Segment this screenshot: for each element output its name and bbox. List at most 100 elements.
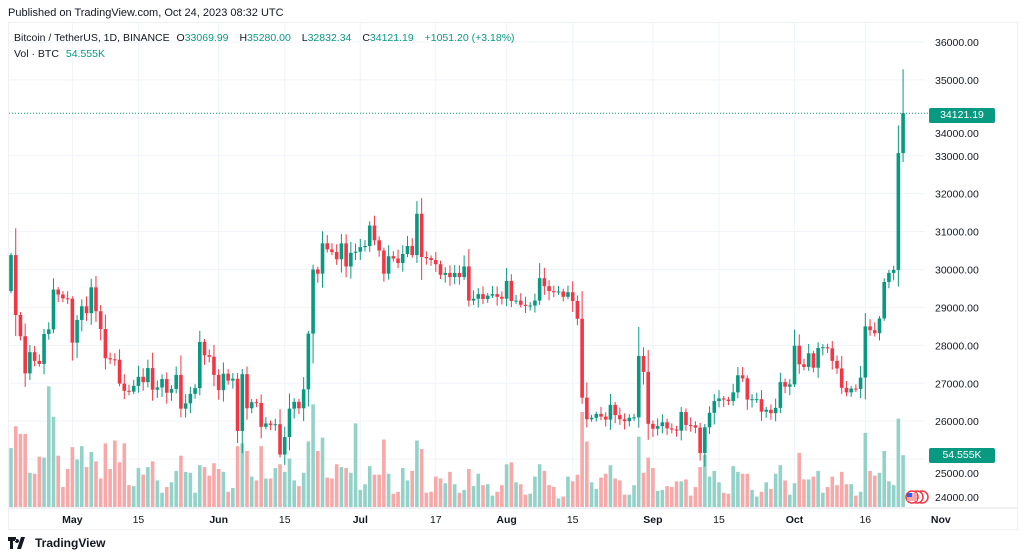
time-axis-label: 16 xyxy=(859,514,871,526)
volume-bar xyxy=(717,482,721,507)
candle-body xyxy=(844,387,849,393)
volume-bar xyxy=(806,479,811,507)
candle-body xyxy=(769,409,773,414)
candle-body xyxy=(542,278,547,287)
candle-body xyxy=(155,387,160,390)
volume-bar xyxy=(731,466,735,507)
candle-body xyxy=(117,359,122,384)
candle-body xyxy=(363,245,367,248)
volume-bar xyxy=(169,482,174,507)
candle-body xyxy=(471,298,476,301)
us-flag-canton-icon xyxy=(907,493,912,497)
volume-bar xyxy=(825,487,830,507)
change-value: +1051.20 (+3.18%) xyxy=(424,32,515,44)
candle-body xyxy=(353,251,358,253)
candle-body xyxy=(854,388,858,390)
candle-body xyxy=(297,401,301,409)
volume-bar xyxy=(245,450,249,507)
candle-body xyxy=(901,113,905,154)
candle-body xyxy=(731,392,735,402)
candle-body xyxy=(849,388,853,393)
volume-bar xyxy=(750,489,754,507)
candle-body xyxy=(311,269,315,334)
chart-frame[interactable] xyxy=(8,22,1018,530)
close-value: 34121.19 xyxy=(369,32,414,44)
candle-body xyxy=(438,264,443,275)
candle-body xyxy=(514,300,518,302)
volume-bar xyxy=(410,470,414,507)
candle-body xyxy=(528,305,532,307)
volume-bar xyxy=(552,487,556,507)
candle-body xyxy=(726,399,731,402)
candle-body xyxy=(821,347,825,349)
candle-body xyxy=(320,243,325,274)
volume-bar xyxy=(740,473,745,507)
candle-body xyxy=(721,398,726,400)
volume-bar xyxy=(660,489,665,507)
candle-body xyxy=(188,393,193,404)
candle-body xyxy=(490,294,495,296)
candle-body xyxy=(37,360,42,364)
candle-body xyxy=(51,289,56,330)
candle-body xyxy=(424,256,429,259)
volume-bar xyxy=(51,416,56,507)
candle-body xyxy=(825,347,830,349)
candle-body xyxy=(127,390,131,392)
volume-bar xyxy=(457,492,462,507)
candle-body xyxy=(131,385,136,392)
volume-bar xyxy=(500,485,504,507)
volume-bar xyxy=(127,485,131,507)
volume-label[interactable]: Vol · BTC xyxy=(14,48,59,60)
low-value: 32832.34 xyxy=(307,32,352,44)
volume-bar xyxy=(485,484,490,507)
volume-bar xyxy=(622,494,627,507)
candle-body xyxy=(476,294,481,299)
volume-bar xyxy=(566,476,570,507)
candle-body xyxy=(670,428,674,430)
volume-bar xyxy=(98,478,103,507)
candle-body xyxy=(268,423,273,425)
tradingview-logo[interactable]: TradingView xyxy=(8,536,105,550)
candle-body xyxy=(613,404,617,416)
open-value: 33069.99 xyxy=(184,32,229,44)
volume-bar xyxy=(443,483,448,507)
volume-bar xyxy=(334,464,339,507)
candle-body xyxy=(377,240,381,251)
volume-bar xyxy=(858,491,863,507)
candle-body xyxy=(688,424,693,426)
volume-bar xyxy=(882,450,886,507)
candle-body xyxy=(207,355,212,357)
candle-body xyxy=(712,401,717,413)
open-label: O xyxy=(176,32,185,44)
volume-bar xyxy=(292,480,296,507)
candle-body xyxy=(334,252,339,260)
volume-bar xyxy=(773,473,778,507)
volume-bar xyxy=(306,441,311,507)
price-axis-label: 34000.00 xyxy=(935,128,979,140)
volume-bar xyxy=(89,451,94,507)
price-axis-label: 25000.00 xyxy=(935,468,979,480)
candle-body xyxy=(641,355,646,372)
candle-body xyxy=(330,249,334,253)
candle-body xyxy=(400,253,405,264)
time-axis-label: Oct xyxy=(786,514,804,526)
price-legend: Bitcoin / TetherUS, 1D, BINANCE O33069.9… xyxy=(14,30,519,46)
volume-bar xyxy=(268,478,273,507)
volume-bar xyxy=(400,468,405,507)
candle-body xyxy=(452,272,457,278)
price-axis-label: 32000.00 xyxy=(935,189,979,201)
symbol-label[interactable]: Bitcoin / TetherUS, 1D, BINANCE xyxy=(14,32,170,44)
volume-bar xyxy=(816,470,820,507)
candle-body xyxy=(9,255,13,292)
candle-body xyxy=(665,422,669,429)
volume-bar xyxy=(61,487,65,507)
candle-body xyxy=(802,364,806,367)
candle-body xyxy=(23,336,27,374)
candle-body xyxy=(481,294,485,300)
volume-bar xyxy=(896,418,901,507)
price-axis-label: 31000.00 xyxy=(935,227,979,239)
volume-bar xyxy=(627,494,632,507)
volume-bar xyxy=(872,475,877,507)
candle-body xyxy=(703,427,707,454)
